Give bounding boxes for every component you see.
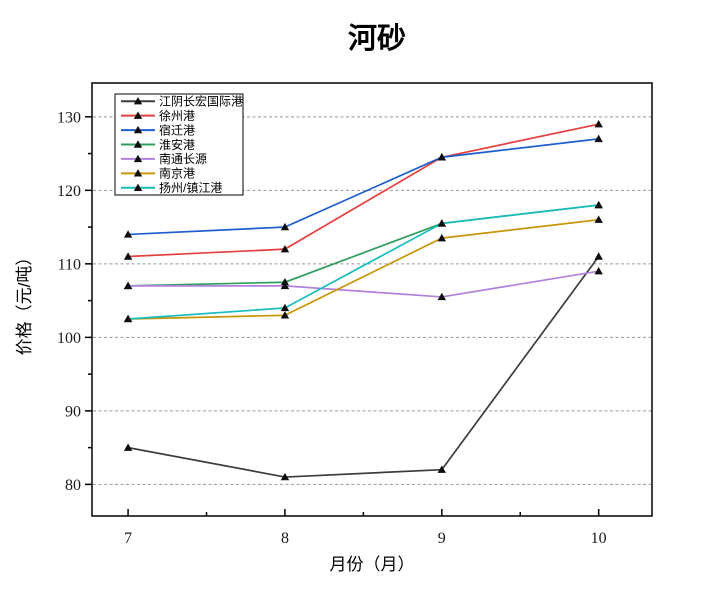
data-point-marker [437, 292, 447, 301]
series-markers-4 [123, 266, 603, 301]
series-line-0 [127, 255, 600, 478]
x-tick-label-9: 9 [438, 530, 446, 547]
y-axis-label: 价格（元/吨） [15, 249, 34, 356]
x-tick-label-8: 8 [281, 530, 289, 547]
legend-marker-icon [133, 111, 143, 119]
data-point-marker [123, 281, 133, 290]
x-tick-label-7: 7 [124, 530, 132, 547]
legend-item-label: 南京港 [159, 166, 195, 181]
data-point-marker [123, 314, 133, 323]
series-lines [123, 119, 603, 481]
data-point-marker [594, 134, 603, 143]
legend-item-1: 徐州港 [121, 108, 195, 123]
gridlines [93, 116, 651, 485]
legend-marker-icon [133, 183, 143, 191]
legend-marker-icon [133, 154, 143, 163]
legend-item-0: 江阴长宏国际港 [121, 94, 243, 109]
data-point-marker [437, 219, 447, 227]
chart-title: 河砂 [348, 22, 406, 55]
y-tick-label-120: 120 [57, 183, 81, 200]
series-line-6 [128, 204, 599, 320]
legend-item-label: 淮安港 [159, 137, 195, 152]
data-point-marker [280, 303, 290, 312]
legend-item-label: 江阴长宏国际港 [159, 94, 243, 109]
series-markers-6 [123, 200, 603, 323]
series-markers-0 [123, 252, 603, 481]
data-point-marker [594, 119, 603, 128]
data-point-marker [123, 443, 133, 451]
data-point-marker [280, 472, 290, 481]
y-tick-label-130: 130 [57, 109, 81, 126]
data-point-marker [123, 252, 133, 260]
legend-item-label: 宿迁港 [159, 122, 195, 137]
series-line-2 [128, 138, 599, 236]
y-tick-label-100: 100 [57, 330, 81, 347]
legend-item-5: 南京港 [121, 166, 195, 181]
series-line-5 [128, 218, 599, 320]
data-point-marker [280, 244, 290, 253]
data-point-marker [437, 465, 447, 473]
series-line-3 [128, 204, 599, 287]
data-point-marker [123, 230, 133, 238]
data-point-marker [437, 233, 447, 242]
legend-item-4: 南通长源 [121, 151, 207, 166]
series-line-1 [128, 123, 599, 258]
axis-tick-labels: 80 90 100 110 120 130 7 8 9 10 [57, 109, 607, 547]
legend-item-2: 宿迁港 [121, 122, 195, 137]
y-tick-label-110: 110 [58, 256, 81, 273]
data-point-marker [594, 252, 603, 260]
y-tick-label-90: 90 [65, 403, 81, 420]
data-point-marker [280, 311, 290, 319]
legend-item-label: 南通长源 [159, 151, 207, 166]
legend-item-6: 扬州/镇江港 [121, 180, 222, 195]
axis-ticks [85, 116, 600, 516]
legend-item-label: 徐州港 [159, 108, 195, 123]
data-point-marker [437, 153, 447, 161]
data-point-marker [594, 200, 603, 209]
legend-marker-icon [133, 140, 143, 148]
data-point-marker [594, 215, 603, 223]
legend-item-3: 淮安港 [121, 137, 195, 152]
data-point-marker [280, 222, 290, 231]
x-tick-label-10: 10 [591, 530, 607, 547]
data-point-marker [280, 281, 290, 290]
plot-border [91, 82, 653, 517]
series-line-4 [128, 270, 599, 298]
legend-marker-icon [133, 169, 143, 177]
series-markers-2 [123, 134, 603, 238]
legend-marker-icon [133, 125, 143, 134]
legend-marker-icon [133, 97, 143, 105]
legend-item-label: 扬州/镇江港 [159, 180, 222, 195]
data-point-marker [594, 266, 603, 275]
x-axis-label: 月份（月） [330, 555, 415, 574]
y-tick-label-80: 80 [65, 477, 81, 494]
